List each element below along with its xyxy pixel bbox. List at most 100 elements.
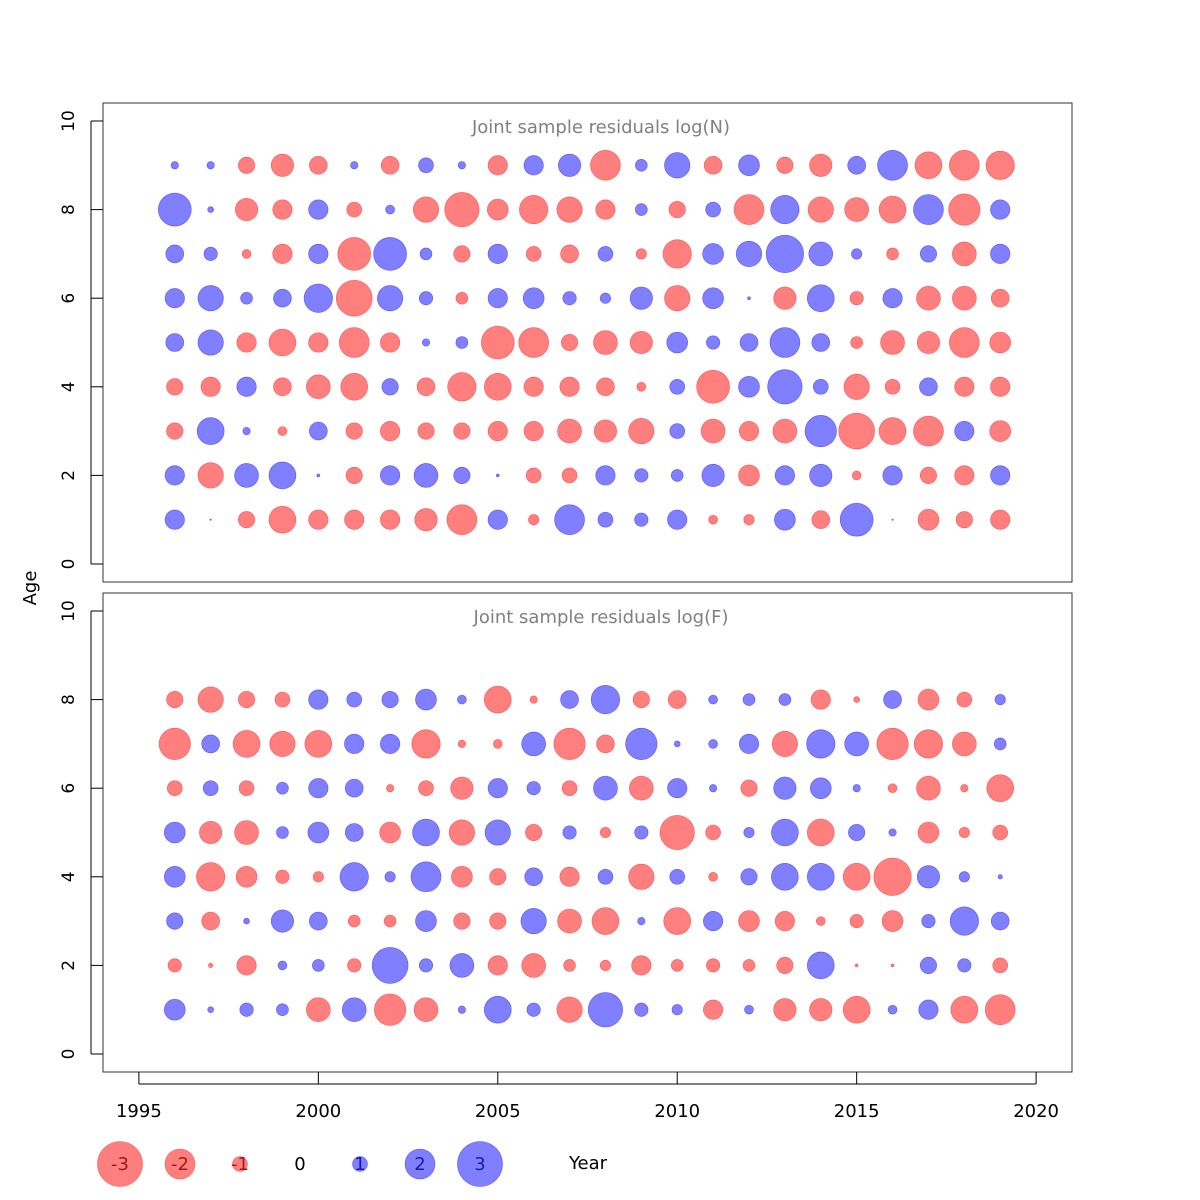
residual-bubble — [522, 287, 545, 310]
residual-bubble — [771, 730, 798, 757]
residual-bubble — [742, 959, 756, 972]
residual-bubble — [377, 285, 404, 312]
residual-bubble — [236, 376, 257, 397]
residual-bubble — [272, 199, 293, 220]
residual-bubble — [521, 731, 546, 757]
residual-bubble — [843, 373, 870, 400]
x-tick-label: 2005 — [475, 1101, 521, 1122]
residual-bubble — [203, 246, 218, 261]
residual-bubble — [774, 465, 795, 486]
residual-bubble — [990, 911, 1010, 931]
residual-bubble — [380, 421, 401, 442]
residual-bubble — [632, 691, 650, 709]
residual-bubble — [335, 279, 373, 317]
legend-bubble — [97, 1141, 143, 1187]
residual-bubble — [774, 911, 795, 932]
y-tick-label: 8 — [59, 204, 79, 215]
bubble-layer — [157, 150, 1015, 537]
residual-bubble — [806, 284, 835, 313]
residual-bubble — [487, 955, 508, 976]
residual-bubble — [595, 199, 616, 220]
residual-bubble — [308, 778, 329, 799]
residual-bubble — [309, 911, 328, 931]
residual-bubble — [374, 993, 407, 1026]
residual-bubble — [917, 821, 940, 844]
residual-bubble — [634, 468, 649, 483]
residual-bubble — [809, 153, 833, 177]
residual-bubble — [917, 688, 940, 711]
residual-bubble — [312, 871, 324, 883]
residual-bubble — [486, 198, 509, 221]
residual-bubble — [410, 861, 442, 893]
residual-bubble — [838, 412, 875, 450]
residual-bubble — [307, 821, 330, 844]
residual-bubble — [852, 784, 861, 793]
residual-bubble — [158, 727, 191, 760]
y-axis: 0 2 4 6 8 10 — [59, 600, 103, 1059]
residual-bubble — [743, 826, 755, 839]
residual-bubble — [708, 739, 718, 749]
residual-bubble — [990, 288, 1010, 308]
residual-bubble — [413, 997, 439, 1023]
residual-bubble — [164, 288, 185, 309]
residual-bubble — [853, 696, 860, 703]
residual-bubble — [557, 908, 582, 934]
residual-bubble — [637, 917, 646, 926]
residual-bubble — [371, 947, 409, 984]
residual-bubble — [238, 691, 256, 709]
residual-bubble — [312, 959, 325, 972]
residual-bubble — [236, 332, 257, 353]
residual-bubble — [525, 246, 542, 262]
residual-bubble — [960, 784, 969, 793]
legend-label: 1 — [354, 1154, 365, 1175]
residual-bubble — [628, 418, 655, 445]
residual-bubble — [418, 958, 434, 973]
legend: -3 -2 -1 0 1 2 3 — [97, 1141, 503, 1187]
residual-bubble — [914, 151, 943, 180]
residual-bubble — [166, 780, 183, 797]
legend-label: 0 — [294, 1154, 305, 1175]
residual-bubble — [457, 1005, 466, 1014]
residual-bubble — [448, 819, 475, 846]
residual-bubble — [591, 907, 620, 935]
residual-bubble — [671, 1004, 683, 1016]
residual-bubble — [275, 869, 290, 884]
residual-bubble — [842, 995, 871, 1024]
residual-bubble — [593, 775, 618, 801]
residual-bubble — [954, 465, 975, 486]
residual-bubble — [740, 779, 758, 797]
x-tick-label: 2000 — [295, 1101, 341, 1122]
residual-bubble — [918, 999, 939, 1020]
residual-bubble — [668, 201, 686, 219]
y-tick-label: 2 — [59, 470, 79, 481]
residual-bubble — [587, 992, 623, 1028]
residual-bubble — [629, 286, 653, 310]
residual-bubble — [919, 377, 938, 397]
residual-bubble — [421, 338, 431, 347]
residual-bubble — [597, 868, 614, 885]
residual-bubble — [234, 820, 259, 845]
residual-bubble — [985, 150, 1015, 180]
residual-bubble — [954, 421, 975, 442]
residual-bubble — [232, 730, 261, 758]
residual-bubble — [455, 291, 469, 305]
residual-bubble — [196, 417, 225, 445]
residual-bubble — [166, 378, 184, 396]
residual-bubble — [386, 784, 395, 793]
residual-bubble — [563, 959, 576, 972]
residual-bubble — [888, 828, 897, 837]
residual-bubble — [309, 421, 328, 441]
residual-bubble — [337, 237, 372, 271]
residual-bubble — [957, 958, 972, 973]
residual-bubble — [207, 206, 214, 213]
residual-bubble — [993, 737, 1007, 751]
residual-bubble — [344, 823, 364, 842]
residual-bubble — [664, 152, 691, 179]
residual-bubble — [776, 156, 794, 174]
residual-bubble — [487, 778, 508, 799]
residual-bubble — [703, 999, 724, 1020]
residual-bubble — [524, 867, 543, 887]
residual-bubble — [236, 955, 257, 976]
residual-bubble — [844, 731, 869, 757]
residual-bubble — [597, 511, 614, 528]
